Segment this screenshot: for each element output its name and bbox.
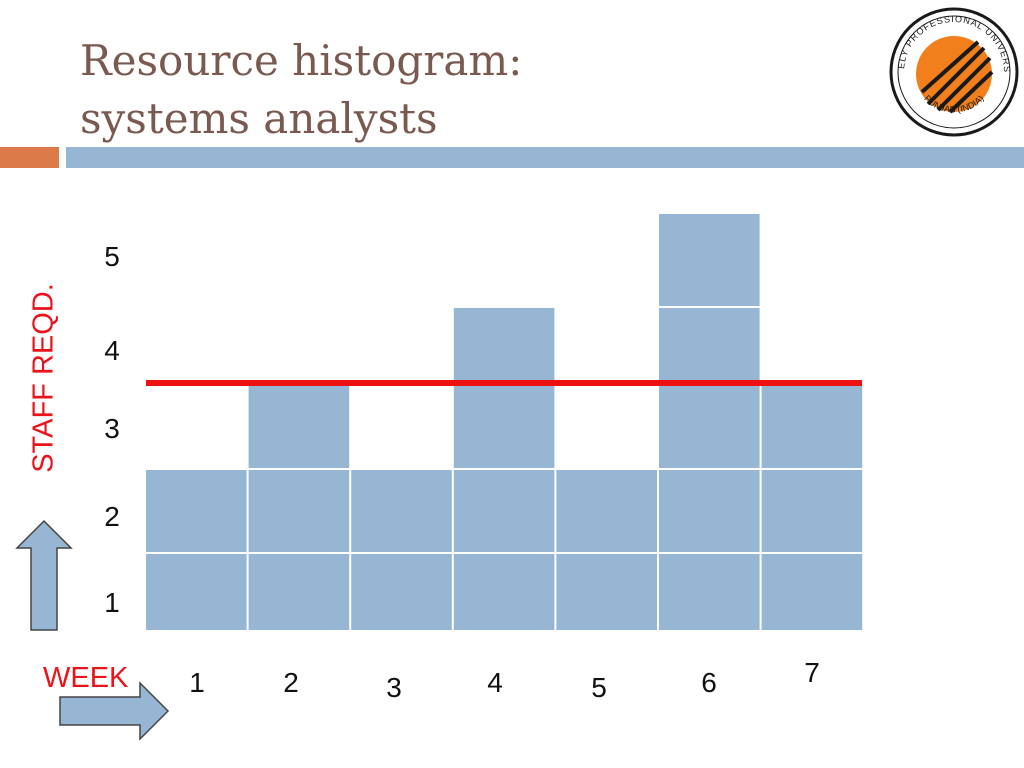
bar-week-3-cell-2 [351,470,452,552]
x-tick-label-3: 3 [386,672,402,703]
y-tick-label-4: 4 [104,335,120,366]
bar-week-4-cell-1 [453,554,555,630]
bar-week-6-cell-4 [659,308,760,384]
x-tick-label-7: 7 [804,657,820,688]
arrow-up-icon [15,519,73,631]
bar-week-6-cell-2 [659,470,760,552]
bar-week-2-cell-3 [248,386,350,468]
bar-week-1-cell-2 [146,470,247,552]
bar-week-7-cell-2 [761,470,863,552]
y-tick-label-3: 3 [104,413,120,444]
bar-week-3-cell-1 [351,554,452,630]
arrow-right-icon [59,681,170,741]
x-tick-label-6: 6 [701,667,717,698]
x-tick-label-2: 2 [283,667,299,698]
y-tick-label-1: 1 [104,587,120,618]
slide-title: Resource histogram: systems analysts [80,32,522,148]
bar-week-4-cell-3 [453,386,555,468]
x-tick-label-4: 4 [487,667,503,698]
y-axis-label: STAFF REQD. [27,283,60,473]
title-accent-bar-blue [66,147,1024,168]
bar-week-6-cell-3 [659,386,760,468]
title-line-2: systems analysts [80,94,438,143]
university-logo: LOVELY PROFESSIONAL UNIVERSITY PUNJAB (I… [888,6,1019,137]
x-axis-label: WEEK [43,662,129,694]
bar-week-5-cell-2 [556,470,657,552]
bar-week-5-cell-1 [556,554,657,630]
y-tick-label-2: 2 [104,501,120,532]
bar-week-4-cell-2 [453,470,555,552]
x-tick-label-1: 1 [189,667,205,698]
x-tick-label-5: 5 [591,672,607,703]
bar-week-4-cell-4 [453,308,555,384]
title-line-1: Resource histogram: [80,36,523,85]
bar-week-7-cell-1 [761,554,863,630]
title-accent-bar-orange [0,147,59,168]
y-tick-label-5: 5 [104,241,120,272]
bar-week-2-cell-1 [248,554,350,630]
bar-week-2-cell-2 [248,470,350,552]
bar-week-1-cell-1 [146,554,247,630]
bar-week-6-cell-5 [659,214,760,306]
bar-week-6-cell-1 [659,554,760,630]
bar-week-7-cell-3 [761,386,863,468]
